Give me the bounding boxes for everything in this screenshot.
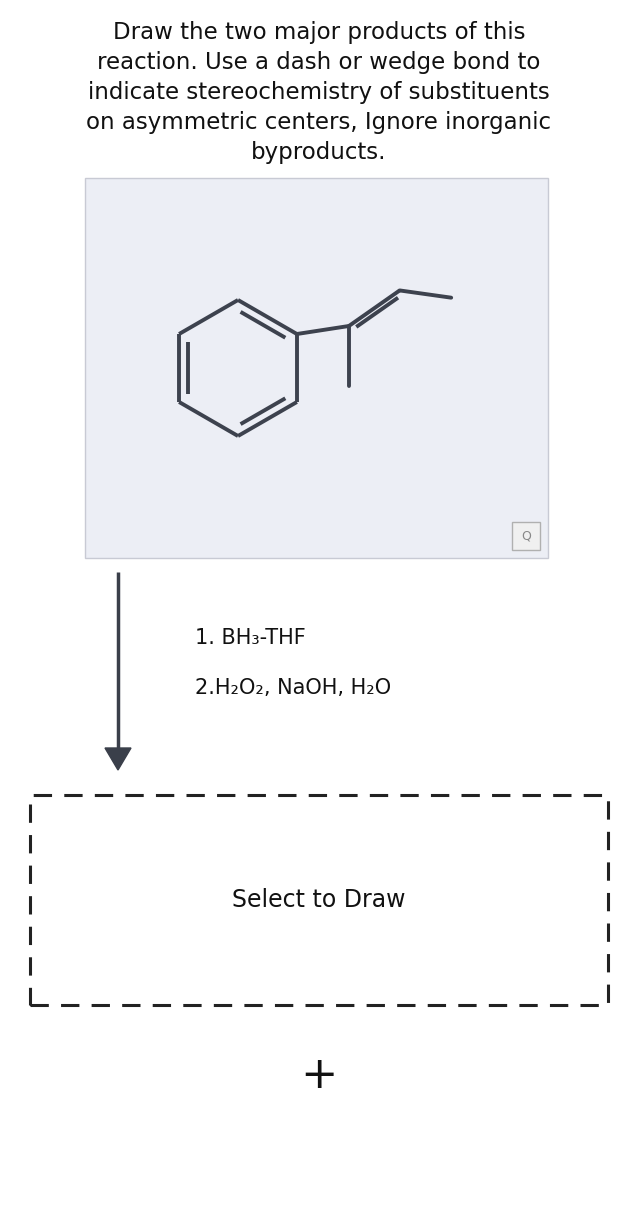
Text: Select to Draw: Select to Draw: [232, 888, 406, 912]
Text: 2.H₂O₂, NaOH, H₂O: 2.H₂O₂, NaOH, H₂O: [195, 678, 391, 698]
Text: byproducts.: byproducts.: [251, 141, 387, 164]
Text: on asymmetric centers, Ignore inorganic: on asymmetric centers, Ignore inorganic: [87, 110, 551, 133]
Text: Draw the two major products of this: Draw the two major products of this: [113, 21, 525, 44]
Bar: [30, 796, 608, 1004]
Text: 1. BH₃-THF: 1. BH₃-THF: [195, 628, 306, 648]
Bar: [512, 522, 540, 550]
Text: Q: Q: [521, 529, 531, 543]
Polygon shape: [105, 748, 131, 770]
Text: +: +: [300, 1053, 338, 1096]
Text: reaction. Use a dash or wedge bond to: reaction. Use a dash or wedge bond to: [98, 50, 540, 73]
Bar: [85, 178, 548, 558]
Text: indicate stereochemistry of substituents: indicate stereochemistry of substituents: [88, 81, 550, 104]
